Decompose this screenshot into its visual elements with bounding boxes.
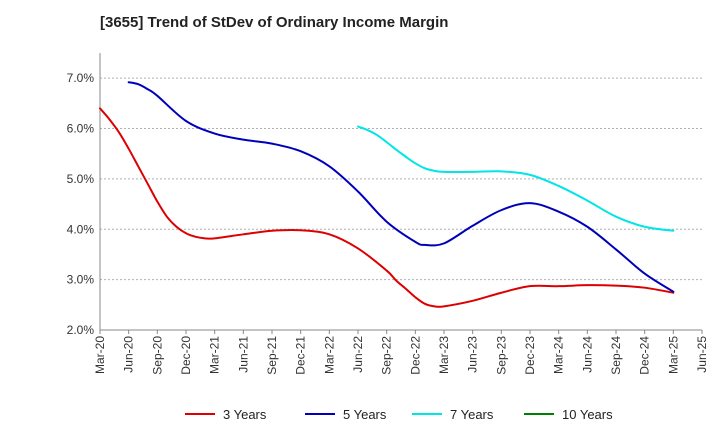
series-layer <box>99 81 675 308</box>
legend-label-5-years: 5 Years <box>343 407 387 422</box>
series-line-5-years <box>127 81 675 293</box>
x-tick-label: Sep-23 <box>494 336 508 375</box>
x-tick-label: Jun-23 <box>466 336 480 373</box>
x-tick-label: Mar-23 <box>437 336 451 374</box>
x-tick-label: Mar-21 <box>208 336 222 374</box>
axis-layer: 2.0% 3.0% 4.0% 5.0% 6.0% 7.0% Mar-20 Jun-20 Sep-… <box>67 53 709 375</box>
y-tick-label: 5.0% <box>67 172 95 186</box>
x-tick-label: Jun-21 <box>236 336 250 373</box>
x-tick-label: Dec-23 <box>523 336 537 375</box>
series-line-7-years <box>357 125 675 232</box>
x-tick-label: Mar-22 <box>322 336 336 374</box>
x-tick-label: Mar-24 <box>552 336 566 374</box>
x-tick-label: Sep-21 <box>265 336 279 375</box>
x-tick-label: Jun-20 <box>122 336 136 373</box>
x-tick-label: Dec-22 <box>408 336 422 375</box>
y-tick-label: 6.0% <box>67 122 95 136</box>
chart-title: [3655] Trend of StDev of Ordinary Income… <box>100 14 449 31</box>
y-tick-label: 7.0% <box>67 71 95 85</box>
x-tick-label: Dec-24 <box>638 336 652 375</box>
x-tick-label: Dec-20 <box>179 336 193 375</box>
x-tick-label: Jun-25 <box>695 336 709 373</box>
series-line-3-years <box>99 107 675 308</box>
y-tick-label: 3.0% <box>67 273 95 287</box>
grid-layer <box>100 77 702 331</box>
legend: 3 Years 5 Years 7 Years 10 Years <box>185 407 613 422</box>
x-tick-label: Mar-20 <box>93 336 107 374</box>
legend-label-10-years: 10 Years <box>562 407 613 422</box>
y-tick-label: 4.0% <box>67 222 95 236</box>
x-tick-label: Sep-20 <box>150 336 164 375</box>
x-tick-label: Sep-24 <box>609 336 623 375</box>
x-tick-label: Jun-22 <box>351 336 365 373</box>
legend-label-3-years: 3 Years <box>223 407 267 422</box>
x-tick-label: Jun-24 <box>580 336 594 373</box>
x-tick-label: Sep-22 <box>380 336 394 375</box>
legend-label-7-years: 7 Years <box>450 407 494 422</box>
y-tick-label: 2.0% <box>67 323 95 337</box>
x-tick-label: Mar-25 <box>666 336 680 374</box>
x-tick-label: Dec-21 <box>294 336 308 375</box>
